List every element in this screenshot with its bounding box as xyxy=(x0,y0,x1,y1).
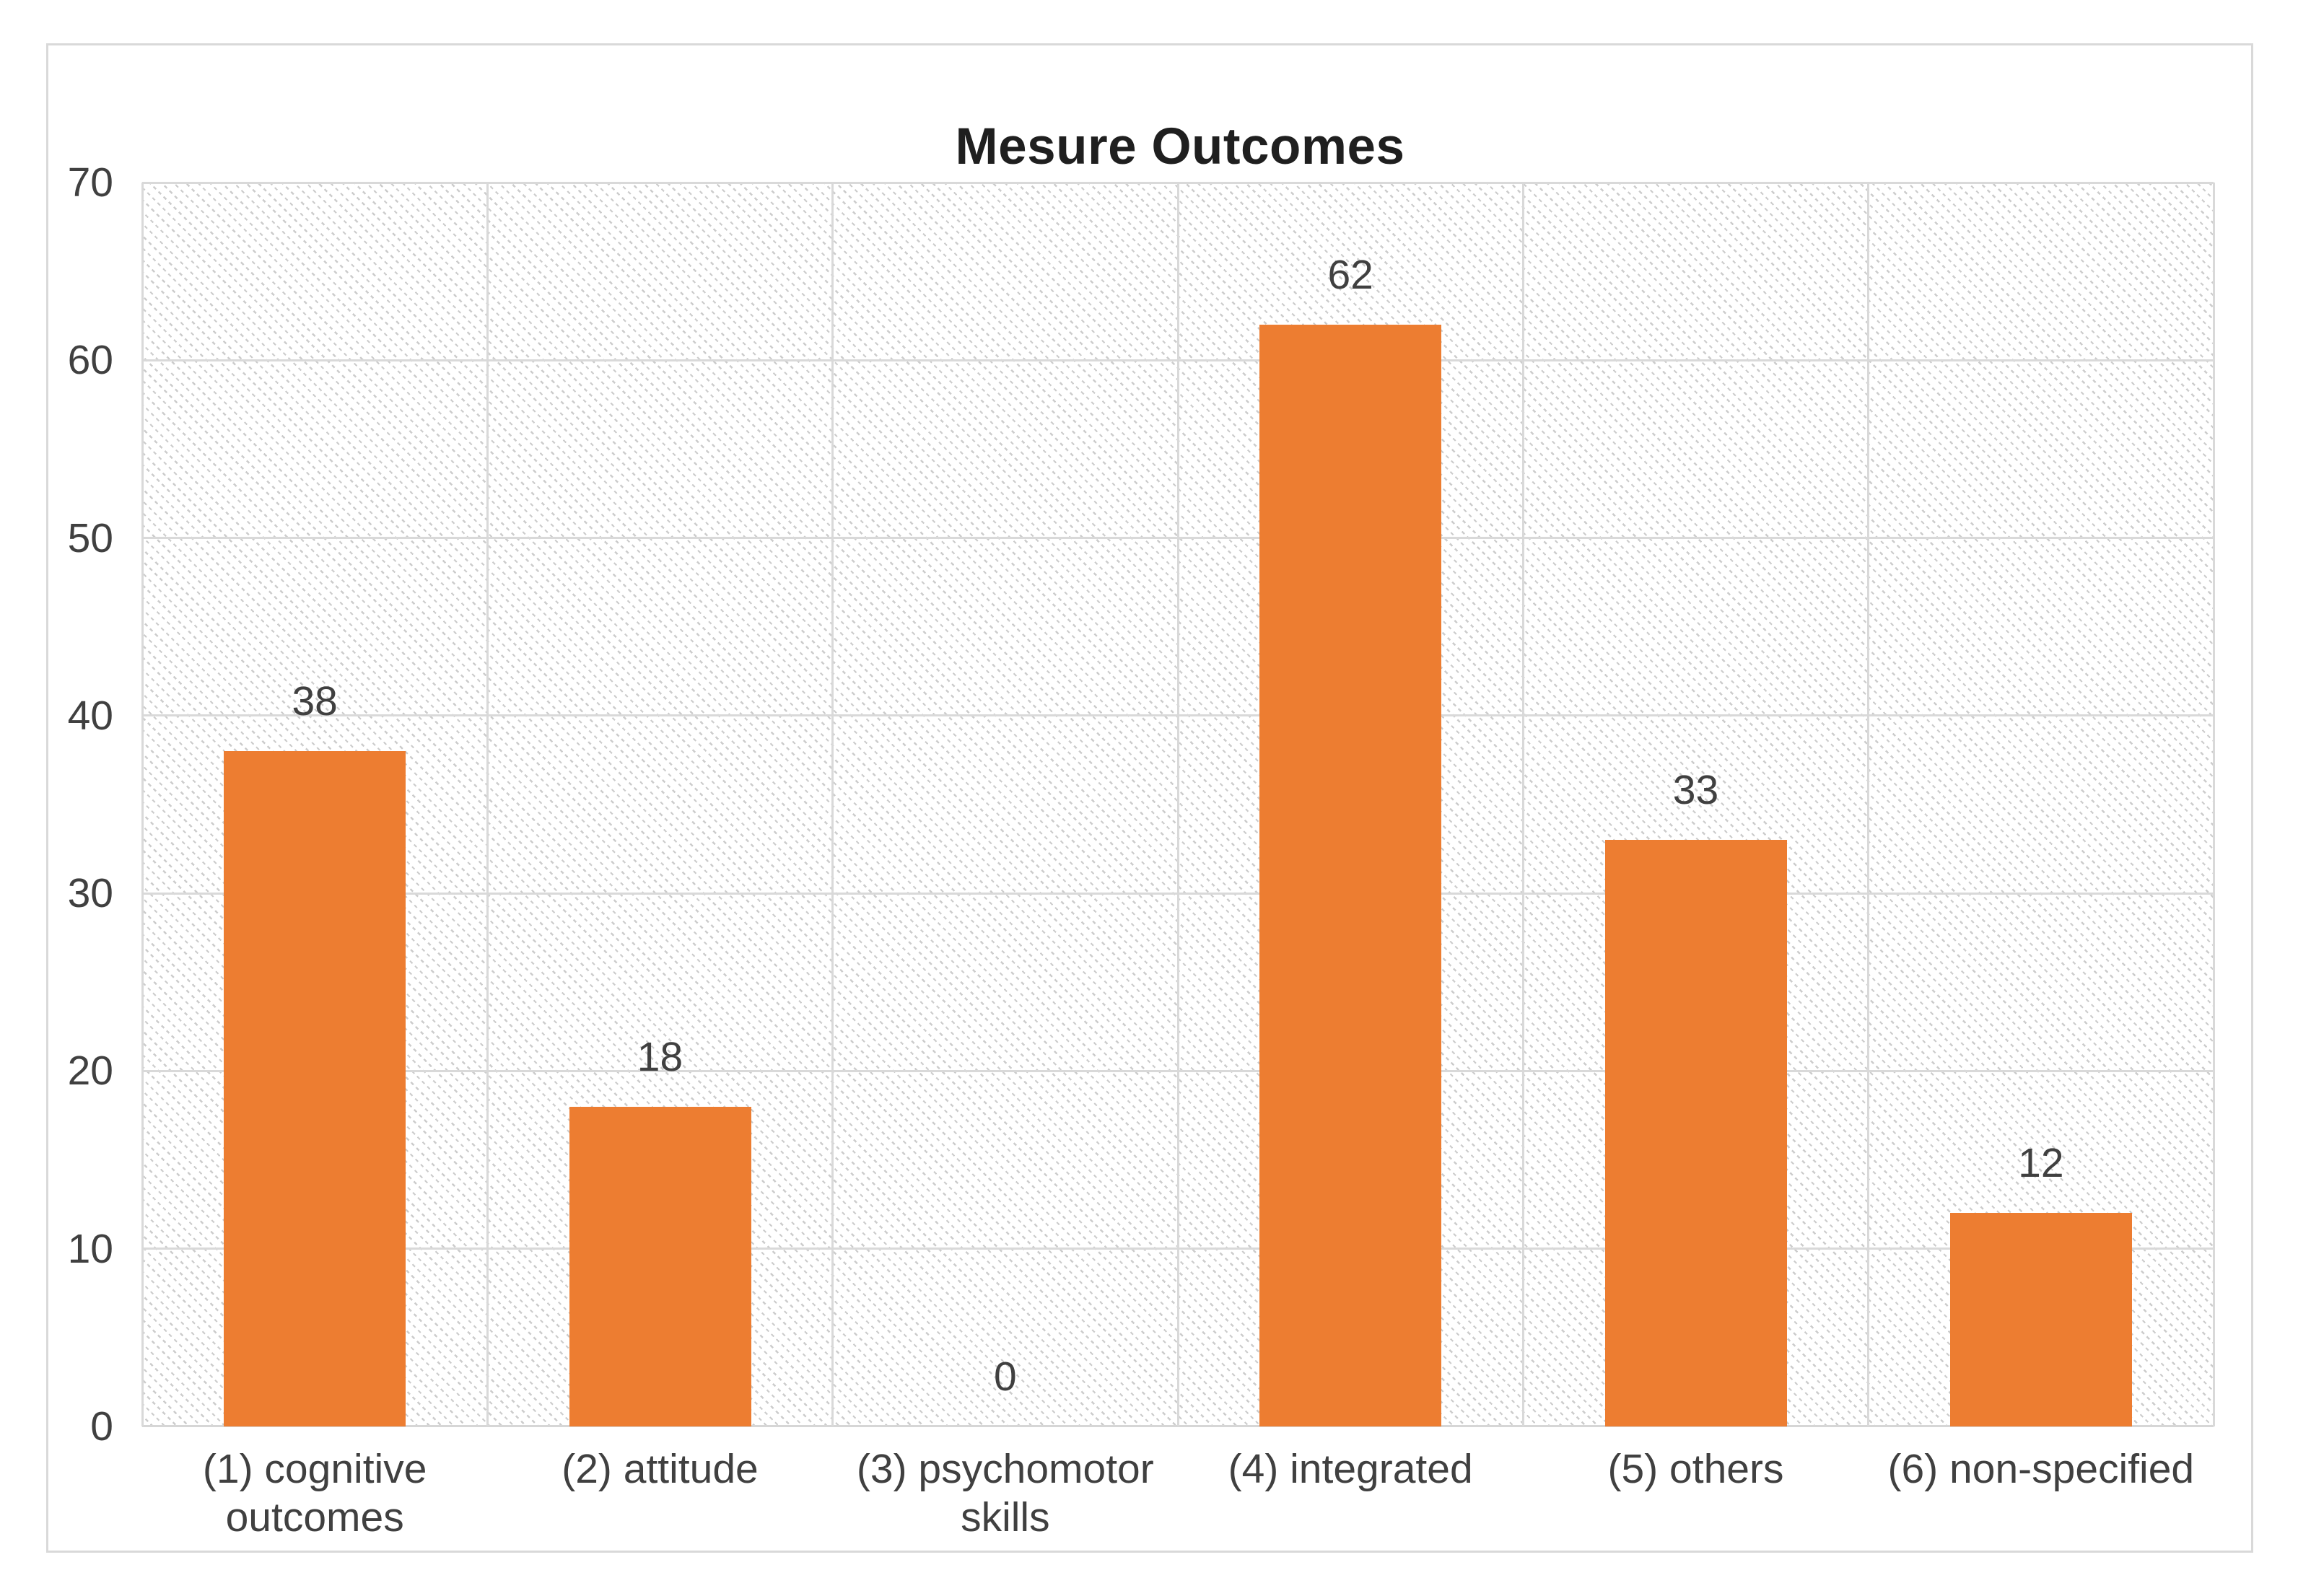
gridline-x-5 xyxy=(1867,183,1870,1426)
y-tick-label: 20 xyxy=(67,1048,113,1095)
y-tick-label: 30 xyxy=(67,870,113,917)
gridline-x-4 xyxy=(1521,183,1524,1426)
category-label-5: (5) others xyxy=(1607,1446,1784,1492)
data-label-4: 62 xyxy=(1327,252,1373,299)
gridline-x-1 xyxy=(486,183,489,1426)
data-label-6: 12 xyxy=(2018,1140,2064,1187)
category-label-1: (1) cognitive outcomes xyxy=(202,1446,427,1540)
gridline-x-6 xyxy=(2212,183,2215,1426)
y-tick-label: 60 xyxy=(67,337,113,384)
y-tick-label: 50 xyxy=(67,514,113,561)
category-label-6: (6) non-specified xyxy=(1887,1446,2195,1492)
chart-title: Mesure Outcomes xyxy=(955,118,1405,175)
data-label-1: 38 xyxy=(292,678,338,725)
bar-5 xyxy=(1604,840,1787,1426)
data-label-5: 33 xyxy=(1672,767,1719,814)
bar-1 xyxy=(224,751,406,1426)
bar-2 xyxy=(569,1106,751,1426)
chart-canvas: Mesure Outcomes 0 10 20 30 40 50 60 70 38 (1) cog… xyxy=(46,43,2253,1553)
bar-6 xyxy=(1949,1213,2132,1426)
y-tick-label: 10 xyxy=(67,1225,113,1272)
gridline-x-3 xyxy=(1176,183,1179,1426)
data-label-3: 0 xyxy=(993,1354,1017,1400)
y-tick-label: 40 xyxy=(67,692,113,739)
category-label-2: (2) attitude xyxy=(562,1446,759,1492)
y-tick-label: 0 xyxy=(90,1403,113,1450)
gridline-x-2 xyxy=(831,183,834,1426)
gridline-x-0 xyxy=(141,183,144,1426)
data-label-2: 18 xyxy=(637,1033,683,1080)
bar-4 xyxy=(1259,325,1442,1426)
category-label-3: (3) psychomotor skills xyxy=(856,1446,1154,1540)
plot-area: 0 10 20 30 40 50 60 70 38 (1) cognitive outcomes 1… xyxy=(68,160,2215,1540)
y-tick-label: 70 xyxy=(67,159,113,206)
category-label-4: (4) integrated xyxy=(1228,1446,1473,1492)
